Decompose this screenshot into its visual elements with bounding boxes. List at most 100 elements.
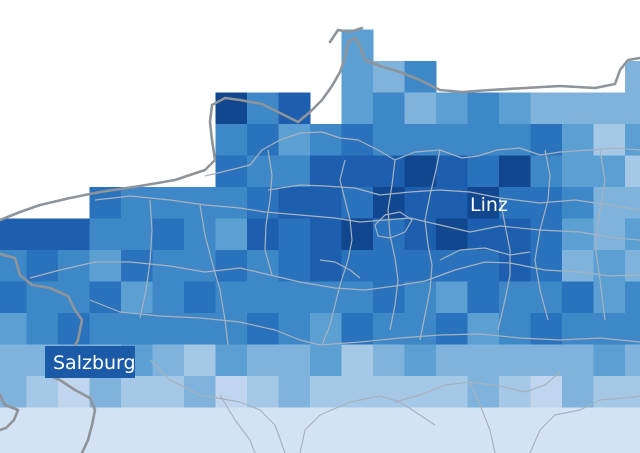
raster-cell [247,92,279,125]
raster-cell [247,313,279,345]
raster-cell [593,155,626,188]
raster-cell [247,250,279,282]
raster-cell [625,187,640,219]
raster-cell [499,439,531,453]
raster-cell [278,124,311,156]
raster-cell [593,376,626,408]
raster-cell [152,187,185,219]
raster-cell [215,218,248,251]
raster-cell [562,439,594,453]
raster-cell [562,218,594,251]
raster-cell [593,92,626,125]
raster-cell [310,439,342,453]
raster-cell [0,439,27,453]
raster-cell [0,281,27,314]
raster-cell [499,92,531,125]
city-name-linz: Linz [470,194,508,216]
raster-cell [593,250,626,282]
raster-cell [467,155,500,188]
raster-cell [625,313,640,345]
raster-cell [593,124,626,156]
raster-cell [436,187,468,219]
raster-cell [404,439,437,453]
raster-cell [184,218,216,251]
raster-cell [184,439,216,453]
raster-cell [26,439,59,453]
raster-cell [404,407,437,440]
raster-cell [467,218,500,251]
raster-cell [58,218,90,251]
raster-cell [215,281,248,314]
raster-cell [310,313,342,345]
raster-cell [593,344,626,377]
raster-cell [373,155,405,188]
raster-cell [89,313,122,345]
raster-cell [278,439,311,453]
raster-cell [530,376,563,408]
raster-cell [121,187,153,219]
raster-cell [310,187,342,219]
city-label-linz[interactable]: Linz [470,194,508,216]
city-label-salzburg[interactable]: Salzburg [45,346,136,378]
raster-cell [121,218,153,251]
raster-cell [215,187,248,219]
raster-cell [593,407,626,440]
raster-cell [404,376,437,408]
raster-cell [184,407,216,440]
raster-cell [58,250,90,282]
raster-cell [152,281,185,314]
raster-cell [404,155,437,188]
raster-cell [625,376,640,408]
raster-cell [436,218,468,251]
raster-cell [530,344,563,377]
raster-cell [499,155,531,188]
raster-cell [247,344,279,377]
raster-cell [530,281,563,314]
raster-cell [278,407,311,440]
raster-cell [625,344,640,377]
raster-cell [436,313,468,345]
raster-cell [310,344,342,377]
raster-cell [562,281,594,314]
raster-cell [341,313,374,345]
raster-cell [184,376,216,408]
raster-cell [625,407,640,440]
raster-cell [215,344,248,377]
raster-cell [121,439,153,453]
raster-cell [121,376,153,408]
raster-cell [530,92,563,125]
raster-cell [499,218,531,251]
raster-cell [341,155,374,188]
raster-cell [310,218,342,251]
raster-cell [593,281,626,314]
raster-cell [152,218,185,251]
raster-cell [215,407,248,440]
raster-cell [0,218,27,251]
raster-cell [467,376,500,408]
raster-cell [404,281,437,314]
raster-cell [436,281,468,314]
raster-cell [278,218,311,251]
raster-cell [593,439,626,453]
raster-cell [278,250,311,282]
raster-cell [530,124,563,156]
raster-cell [310,376,342,408]
raster-cell [152,376,185,408]
raster-cell [404,313,437,345]
raster-cell [625,439,640,453]
raster-cell [499,313,531,345]
raster-cell [278,376,311,408]
raster-cell [215,92,248,125]
raster-cell [562,92,594,125]
raster-cell [436,344,468,377]
salzburg-label-highlight [45,346,135,378]
raster-cell [215,250,248,282]
raster-cell [341,407,374,440]
raster-cell [499,344,531,377]
raster-cell [373,344,405,377]
raster-cell [341,439,374,453]
raster-cell [278,155,311,188]
raster-cell [373,376,405,408]
